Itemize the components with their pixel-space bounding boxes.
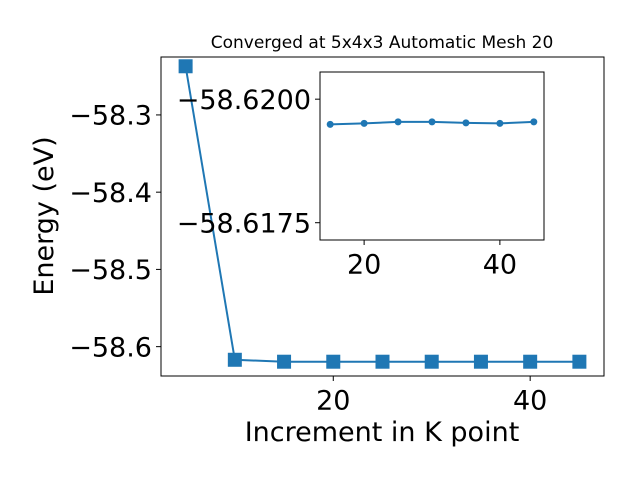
inset-y-ticks: −58.6200 −58.6175 [177,85,320,239]
main-y-tick-label: −58.5 [69,255,152,286]
main-data-point [572,354,587,369]
inset-plot-frame [319,71,545,241]
main-data-point [227,352,242,367]
inset-y-tick-label: −58.6175 [177,208,311,239]
inset-data-point [462,119,470,127]
main-y-tick-label: −58.3 [69,101,152,132]
main-x-ticks: 20 40 [316,376,547,416]
main-data-point [523,354,538,369]
main-x-tick-label: 20 [316,385,350,416]
main-data-point [473,354,488,369]
inset-data-point [394,118,402,126]
x-axis-label: Increment in K point [245,417,520,448]
inset-x-ticks: 20 40 [347,240,517,280]
chart-title: Converged at 5x4x3 Automatic Mesh 20 [211,33,554,53]
inset-data-point [360,119,368,127]
main-y-ticks: −58.3 −58.4 −58.5 −58.6 [69,101,161,363]
main-plot-frame [160,56,605,377]
inset-x-tick-label: 20 [347,249,381,280]
main-data-point [375,354,390,369]
main-data-point [178,59,193,74]
inset-x-tick-label: 40 [483,249,517,280]
inset-data-point [530,118,538,126]
inset-y-tick-label: −58.6200 [177,85,311,116]
inset-data-point [326,120,334,128]
inset-data-point [496,119,504,127]
main-y-tick-label: −58.6 [69,332,152,363]
y-axis-label: Energy (eV) [29,136,60,295]
main-x-tick-label: 40 [513,385,547,416]
main-y-tick-label: −58.4 [69,178,152,209]
main-series-markers [178,59,587,369]
main-chart: Converged at 5x4x3 Automatic Mesh 20 20 4… [29,33,605,448]
main-data-point [424,354,439,369]
inset-series-markers [326,118,538,128]
inset-plot-background [320,72,544,240]
main-data-point [277,354,292,369]
main-data-point [326,354,341,369]
inset-chart: 20 40 −58.6200−58.6175 [177,71,545,280]
inset-data-point [428,118,436,126]
